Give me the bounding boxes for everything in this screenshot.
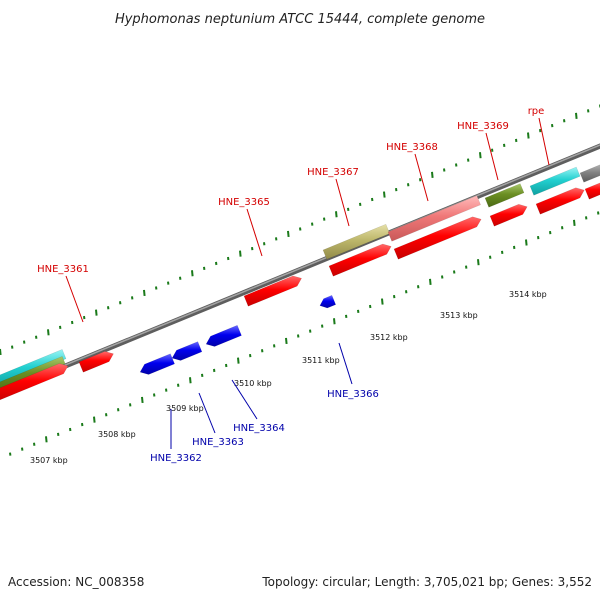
- kbp-label: 3508 kbp: [98, 430, 136, 439]
- label-layer: 3507 kbp 3508 kbp 3509 kbp 3510 kbp 3511 kbp…: [30, 106, 550, 465]
- reverse-gene-label: HNE_3364: [233, 423, 285, 434]
- upper-ruler-tick: [431, 171, 434, 178]
- reverse-gene-label: HNE_3362: [150, 453, 202, 464]
- forward-gene-label: HNE_3367: [307, 167, 359, 178]
- forward-gene-label: rpe: [528, 106, 545, 117]
- lower-ruler-tick: [477, 259, 480, 266]
- cyan-track-feature: [529, 166, 581, 196]
- forward-gene-arrow: [584, 182, 600, 200]
- kbp-label: 3513 kbp: [440, 311, 478, 320]
- kbp-label: 3507 kbp: [30, 456, 68, 465]
- lower-ruler-tick: [333, 318, 336, 325]
- lower-ruler-tick: [573, 219, 576, 226]
- upper-ruler-tick: [527, 132, 530, 139]
- forward-gene-arrow: [489, 203, 528, 227]
- upper-ruler-tick: [191, 270, 194, 277]
- kbp-label: 3511 kbp: [302, 356, 340, 365]
- olive-track-feature: [484, 183, 525, 208]
- gene-leader-line: [538, 117, 550, 166]
- upper-ruler-tick: [479, 152, 482, 159]
- gene-leader-line: [231, 379, 258, 420]
- genome-backbone-highlight: [0, 144, 600, 393]
- forward-gene-arrow: [78, 351, 114, 373]
- grey-track-feature: [579, 164, 600, 183]
- reverse-gene-arrow: [205, 324, 242, 347]
- forward-gene-arrow: [243, 275, 302, 307]
- lower-ruler-tick: [93, 416, 96, 423]
- kbp-label: 3509 kbp: [166, 404, 204, 413]
- genome-backbone: [0, 143, 600, 396]
- kbp-label: 3514 kbp: [509, 290, 547, 299]
- map-title: Hyphomonas neptunium ATCC 15444, complet…: [115, 12, 485, 27]
- genome-summary-text: Topology: circular; Length: 3,705,021 bp…: [261, 575, 592, 589]
- gene-leader-line: [414, 153, 429, 202]
- kbp-label: 3512 kbp: [370, 333, 408, 342]
- gene-leader-line: [65, 275, 84, 323]
- upper-ruler-tick: [239, 250, 242, 257]
- lower-ruler-tick: [141, 396, 144, 404]
- kbp-label: 3510 kbp: [234, 379, 272, 388]
- forward-gene-label: HNE_3368: [386, 142, 438, 153]
- upper-ruler-tick: [47, 329, 50, 336]
- lower-ruler-tick: [429, 278, 432, 285]
- forward-gene-arrow: [535, 187, 585, 215]
- gene-leader-line: [335, 178, 350, 227]
- upper-ruler-tick: [575, 112, 578, 119]
- forward-gene-label: HNE_3369: [457, 121, 509, 132]
- reverse-gene-label: HNE_3366: [327, 389, 379, 400]
- tick-marks: [0, 104, 600, 456]
- upper-ruler-tick: [287, 230, 290, 238]
- reverse-gene-arrow: [319, 294, 337, 309]
- gene-leader-line: [338, 342, 353, 385]
- gene-leader-line: [485, 132, 499, 181]
- lower-ruler-tick: [45, 436, 48, 443]
- accession-text: Accession: NC_008358: [8, 575, 144, 589]
- upper-ruler-tick: [95, 309, 98, 316]
- forward-gene-label: HNE_3365: [218, 197, 270, 208]
- pseudo-gene-feature: [387, 195, 481, 242]
- backbone-layer: [0, 143, 600, 396]
- reverse-gene-arrow: [171, 341, 203, 361]
- upper-ruler-tick: [143, 289, 146, 297]
- upper-ruler-tick: [335, 211, 338, 218]
- upper-ruler-tick: [383, 191, 386, 198]
- lower-ruler-tick: [525, 239, 528, 246]
- lower-ruler-tick: [189, 377, 192, 384]
- forward-gene-arrow: [393, 216, 482, 260]
- lower-ruler-tick: [285, 337, 288, 345]
- reverse-gene-label: HNE_3363: [192, 437, 244, 448]
- lower-ruler-tick: [381, 298, 384, 305]
- upper-ruler-tick: [0, 348, 2, 356]
- gene-leader-line: [246, 208, 263, 257]
- gene-leader-line: [198, 392, 216, 434]
- lower-ruler-tick: [237, 357, 240, 364]
- feature-layer: [0, 164, 600, 401]
- forward-gene-label: HNE_3361: [37, 264, 89, 275]
- reverse-gene-arrow: [139, 353, 175, 375]
- forward-gene-arrow: [0, 363, 69, 401]
- forward-gene-arrow: [328, 243, 392, 277]
